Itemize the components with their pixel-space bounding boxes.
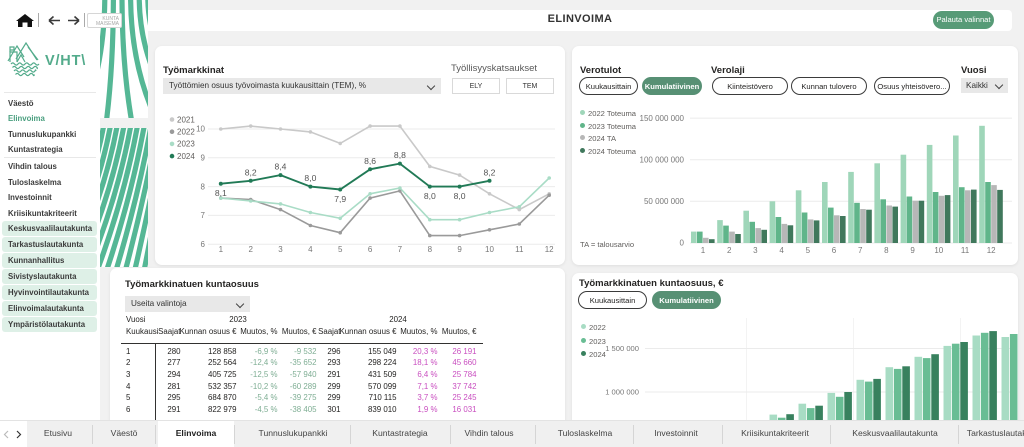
svg-text:7: 7 <box>858 246 863 255</box>
svg-text:1: 1 <box>219 245 224 254</box>
svg-text:6: 6 <box>368 245 373 254</box>
svg-text:150 000 000: 150 000 000 <box>640 114 685 123</box>
svg-text:0: 0 <box>680 239 685 248</box>
svg-text:10: 10 <box>196 125 205 134</box>
svg-text:2: 2 <box>727 246 732 255</box>
svg-text:4: 4 <box>308 245 313 254</box>
svg-text:1: 1 <box>701 246 706 255</box>
svg-text:8,0: 8,0 <box>454 191 466 201</box>
svg-text:4: 4 <box>779 246 784 255</box>
svg-text:8,0: 8,0 <box>304 173 316 183</box>
svg-text:8: 8 <box>201 182 206 191</box>
svg-text:8,6: 8,6 <box>364 156 376 166</box>
svg-text:8,0: 8,0 <box>424 191 436 201</box>
svg-text:6: 6 <box>832 246 837 255</box>
svg-text:9: 9 <box>910 246 915 255</box>
svg-text:2023: 2023 <box>177 140 195 149</box>
svg-text:8: 8 <box>428 245 433 254</box>
svg-text:5: 5 <box>806 246 811 255</box>
svg-text:2024: 2024 <box>177 152 195 161</box>
svg-text:6: 6 <box>201 240 206 249</box>
svg-text:8,2: 8,2 <box>245 167 257 177</box>
svg-text:100 000 000: 100 000 000 <box>640 155 685 164</box>
svg-text:12: 12 <box>545 245 554 254</box>
svg-text:10: 10 <box>934 246 943 255</box>
svg-text:3: 3 <box>278 245 283 254</box>
svg-text:7: 7 <box>398 245 403 254</box>
svg-text:8,2: 8,2 <box>484 167 496 177</box>
svg-text:8: 8 <box>884 246 889 255</box>
svg-text:10: 10 <box>485 245 494 254</box>
svg-text:12: 12 <box>987 246 996 255</box>
svg-text:1 000 000: 1 000 000 <box>605 388 639 397</box>
svg-text:50 000 000: 50 000 000 <box>644 197 685 206</box>
svg-text:8,8: 8,8 <box>394 150 406 160</box>
svg-text:3: 3 <box>753 246 758 255</box>
svg-text:8,4: 8,4 <box>275 162 287 172</box>
svg-text:7,9: 7,9 <box>334 194 346 204</box>
svg-text:V/HT\: V/HT\ <box>45 53 86 69</box>
svg-text:11: 11 <box>961 246 970 255</box>
svg-text:9: 9 <box>201 154 206 163</box>
svg-text:11: 11 <box>515 245 524 254</box>
svg-text:2021: 2021 <box>177 115 195 124</box>
svg-text:2: 2 <box>248 245 253 254</box>
svg-text:5: 5 <box>338 245 343 254</box>
svg-text:2022: 2022 <box>177 128 195 137</box>
svg-text:8,1: 8,1 <box>215 188 227 198</box>
svg-text:9: 9 <box>457 245 462 254</box>
svg-text:7: 7 <box>201 211 206 220</box>
svg-text:1 500 000: 1 500 000 <box>605 344 639 353</box>
